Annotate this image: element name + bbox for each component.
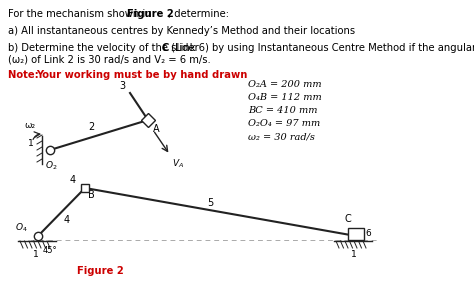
Text: Figure 2: Figure 2 bbox=[77, 266, 123, 276]
Text: , determine:: , determine: bbox=[168, 9, 229, 19]
Text: 1: 1 bbox=[351, 250, 357, 259]
Text: Your working must be by hand drawn: Your working must be by hand drawn bbox=[36, 70, 247, 80]
Text: Figure 2: Figure 2 bbox=[127, 9, 174, 19]
Text: C: C bbox=[345, 214, 351, 224]
Text: ω₂: ω₂ bbox=[25, 121, 36, 130]
Text: For the mechanism shown in: For the mechanism shown in bbox=[8, 9, 155, 19]
Text: 6: 6 bbox=[365, 229, 371, 238]
Text: $V_A$: $V_A$ bbox=[172, 157, 184, 170]
Text: a) All instantaneous centres by Kennedy’s Method and their locations: a) All instantaneous centres by Kennedy’… bbox=[8, 26, 355, 36]
Text: $O_4$: $O_4$ bbox=[15, 221, 28, 234]
Bar bbox=[348, 228, 364, 240]
Text: BC = 410 mm: BC = 410 mm bbox=[248, 106, 318, 115]
Text: ω₂ = 30 rad/s: ω₂ = 30 rad/s bbox=[248, 132, 315, 141]
Text: (ω₂) of Link 2 is 30 rad/s and V₂ = 6 m/s.: (ω₂) of Link 2 is 30 rad/s and V₂ = 6 m/… bbox=[8, 54, 211, 64]
Text: O₂A = 200 mm: O₂A = 200 mm bbox=[248, 80, 322, 89]
Text: 1: 1 bbox=[28, 139, 34, 148]
Text: 4: 4 bbox=[64, 215, 70, 225]
Text: 4: 4 bbox=[70, 175, 76, 185]
Text: O₂O₄ = 97 mm: O₂O₄ = 97 mm bbox=[248, 119, 320, 128]
Text: Note:: Note: bbox=[8, 70, 42, 80]
Text: O₄B = 112 mm: O₄B = 112 mm bbox=[248, 93, 322, 102]
Text: A: A bbox=[153, 124, 160, 134]
Text: 1: 1 bbox=[33, 250, 39, 259]
Text: (Link 6) by using Instantaneous Centre Method if the angular velocity: (Link 6) by using Instantaneous Centre M… bbox=[168, 43, 474, 53]
Text: 45°: 45° bbox=[43, 246, 58, 255]
Text: 3: 3 bbox=[119, 81, 125, 91]
Text: B: B bbox=[88, 190, 95, 200]
Text: 2: 2 bbox=[88, 122, 94, 132]
Text: b) Determine the velocity of the slider: b) Determine the velocity of the slider bbox=[8, 43, 202, 53]
Text: $O_2$: $O_2$ bbox=[45, 159, 57, 172]
Text: C: C bbox=[162, 43, 169, 53]
Text: 5: 5 bbox=[207, 198, 214, 208]
